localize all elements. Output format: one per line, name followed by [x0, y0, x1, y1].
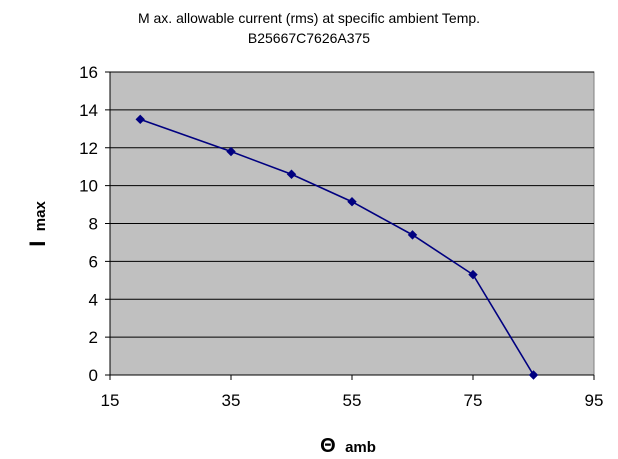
y-tick-labels: 0 2 4 6 8 10 12 14 16 — [79, 63, 98, 385]
x-tick-label-15: 15 — [101, 391, 120, 410]
y-tick-label-6: 6 — [89, 252, 98, 271]
y-tick-label-12: 12 — [79, 139, 98, 158]
data-point-4 — [407, 230, 418, 240]
x-tick-label-75: 75 — [464, 391, 483, 410]
gridlines — [110, 71, 594, 338]
series-group — [135, 114, 539, 380]
data-point-0 — [135, 114, 145, 125]
y-tick-label-4: 4 — [89, 290, 98, 309]
x-axis-title: Θ amb — [320, 435, 376, 457]
y-tick-label-16: 16 — [79, 63, 98, 82]
y-tick-label-14: 14 — [79, 101, 98, 120]
y-tick-label-0: 0 — [89, 366, 98, 385]
data-point-1 — [226, 146, 236, 157]
y-axis-symbol: I — [25, 241, 50, 247]
y-tick-label-2: 2 — [89, 328, 98, 347]
axes — [105, 71, 595, 380]
x-tick-label-55: 55 — [343, 391, 362, 410]
chart-title: M ax. allowable current (rms) at specifi… — [137, 10, 481, 26]
y-tick-label-10: 10 — [79, 177, 98, 196]
x-axis-symbol: Θ — [320, 435, 336, 457]
data-point-5 — [468, 269, 478, 280]
x-axis-subscript: amb — [345, 439, 376, 456]
y-axis-subscript: max — [32, 201, 49, 232]
data-point-6 — [528, 370, 539, 380]
data-point-2 — [286, 169, 297, 179]
data-point-3 — [347, 197, 357, 207]
chart-subtitle: B25667C7626A375 — [247, 30, 371, 46]
y-axis-title: I max — [25, 201, 50, 247]
x-tick-labels: 15 35 55 75 95 — [101, 391, 604, 410]
x-tick-label-95: 95 — [585, 391, 604, 410]
y-tick-label-8: 8 — [89, 215, 98, 234]
x-tick-label-35: 35 — [222, 391, 241, 410]
